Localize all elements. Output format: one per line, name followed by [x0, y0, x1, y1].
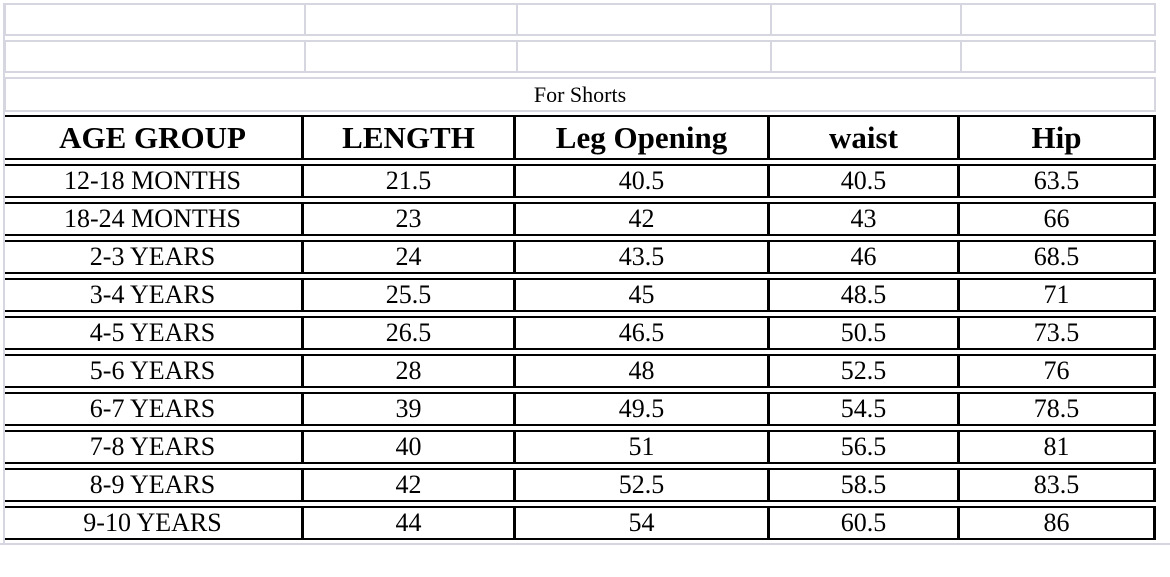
section-title: For Shorts — [533, 81, 627, 107]
empty-cell — [962, 5, 1154, 34]
age-group-cell: 18-24 MONTHS — [4, 204, 304, 234]
waist-cell: 60.5 — [770, 508, 960, 538]
length-cell: 21.5 — [304, 166, 516, 196]
left-gridline — [3, 3, 5, 544]
empty-cell — [518, 5, 772, 34]
table-row: 2-3 YEARS 24 43.5 46 68.5 — [4, 240, 1156, 274]
table-row: 12-18 MONTHS 21.5 40.5 40.5 63.5 — [4, 164, 1156, 198]
age-group-cell: 8-9 YEARS — [4, 470, 304, 500]
col-header-length: LENGTH — [304, 117, 516, 158]
hip-cell: 78.5 — [1033, 394, 1080, 423]
age-group-cell: 7-8 YEARS — [4, 432, 304, 462]
hip-cell: 76 — [1043, 356, 1070, 385]
spreadsheet-sheet: For Shorts AGE GROUP LENGTH Leg Opening … — [0, 3, 1170, 577]
table-row: 7-8 YEARS 40 51 56.5 81 — [4, 430, 1156, 464]
age-group-cell: 12-18 MONTHS — [4, 166, 304, 196]
empty-grid-row — [4, 3, 1156, 36]
table-row: 5-6 YEARS 28 48 52.5 76 — [4, 354, 1156, 388]
length-cell: 26.5 — [304, 318, 516, 348]
age-group-cell: 2-3 YEARS — [4, 242, 304, 272]
col-header-leg-opening: Leg Opening — [516, 117, 770, 158]
hip-cell: 83.5 — [1033, 470, 1080, 499]
section-title-row: For Shorts — [4, 77, 1156, 112]
age-group-cell: 6-7 YEARS — [4, 394, 304, 424]
age-group-cell: 9-10 YEARS — [4, 508, 304, 538]
hip-cell: 68.5 — [1033, 242, 1080, 271]
waist-cell: 43 — [770, 204, 960, 234]
length-cell: 28 — [304, 356, 516, 386]
col-header-waist: waist — [770, 117, 960, 158]
length-cell: 23 — [304, 204, 516, 234]
age-group-cell: 4-5 YEARS — [4, 318, 304, 348]
leg-opening-cell: 46.5 — [516, 318, 770, 348]
table-header-row: AGE GROUP LENGTH Leg Opening waist Hip — [4, 115, 1156, 160]
hip-cell: 63.5 — [1033, 166, 1080, 195]
hip-cell: 81 — [1043, 432, 1070, 461]
age-group-cell: 5-6 YEARS — [4, 356, 304, 386]
empty-cell — [962, 42, 1154, 71]
bottom-gridline — [0, 543, 1170, 545]
empty-cell — [772, 5, 962, 34]
waist-cell: 50.5 — [770, 318, 960, 348]
table-row: 4-5 YEARS 26.5 46.5 50.5 73.5 — [4, 316, 1156, 350]
leg-opening-cell: 49.5 — [516, 394, 770, 424]
hip-cell: 86 — [1043, 508, 1070, 537]
leg-opening-cell: 52.5 — [516, 470, 770, 500]
leg-opening-cell: 51 — [516, 432, 770, 462]
empty-cell — [6, 5, 306, 34]
length-cell: 40 — [304, 432, 516, 462]
col-header-age-group: AGE GROUP — [4, 117, 304, 158]
length-cell: 44 — [304, 508, 516, 538]
table-row: 8-9 YEARS 42 52.5 58.5 83.5 — [4, 468, 1156, 502]
leg-opening-cell: 45 — [516, 280, 770, 310]
waist-cell: 56.5 — [770, 432, 960, 462]
waist-cell: 48.5 — [770, 280, 960, 310]
leg-opening-cell: 54 — [516, 508, 770, 538]
table-row: 9-10 YEARS 44 54 60.5 86 — [4, 506, 1156, 540]
leg-opening-cell: 43.5 — [516, 242, 770, 272]
empty-cell — [306, 42, 518, 71]
age-group-cell: 3-4 YEARS — [4, 280, 304, 310]
empty-cell — [306, 5, 518, 34]
empty-grid-row — [4, 40, 1156, 73]
length-cell: 25.5 — [304, 280, 516, 310]
table-row: 6-7 YEARS 39 49.5 54.5 78.5 — [4, 392, 1156, 426]
hip-cell: 73.5 — [1033, 318, 1080, 347]
empty-cell — [518, 42, 772, 71]
length-cell: 42 — [304, 470, 516, 500]
waist-cell: 58.5 — [770, 470, 960, 500]
hip-cell: 66 — [1043, 204, 1070, 233]
table-row: 3-4 YEARS 25.5 45 48.5 71 — [4, 278, 1156, 312]
waist-cell: 52.5 — [770, 356, 960, 386]
empty-cell — [772, 42, 962, 71]
leg-opening-cell: 42 — [516, 204, 770, 234]
waist-cell: 40.5 — [770, 166, 960, 196]
leg-opening-cell: 40.5 — [516, 166, 770, 196]
leg-opening-cell: 48 — [516, 356, 770, 386]
table-row: 18-24 MONTHS 23 42 43 66 — [4, 202, 1156, 236]
col-header-hip: Hip — [1031, 119, 1082, 155]
waist-cell: 46 — [770, 242, 960, 272]
waist-cell: 54.5 — [770, 394, 960, 424]
empty-cell — [6, 42, 306, 71]
length-cell: 24 — [304, 242, 516, 272]
length-cell: 39 — [304, 394, 516, 424]
hip-cell: 71 — [1043, 280, 1070, 309]
